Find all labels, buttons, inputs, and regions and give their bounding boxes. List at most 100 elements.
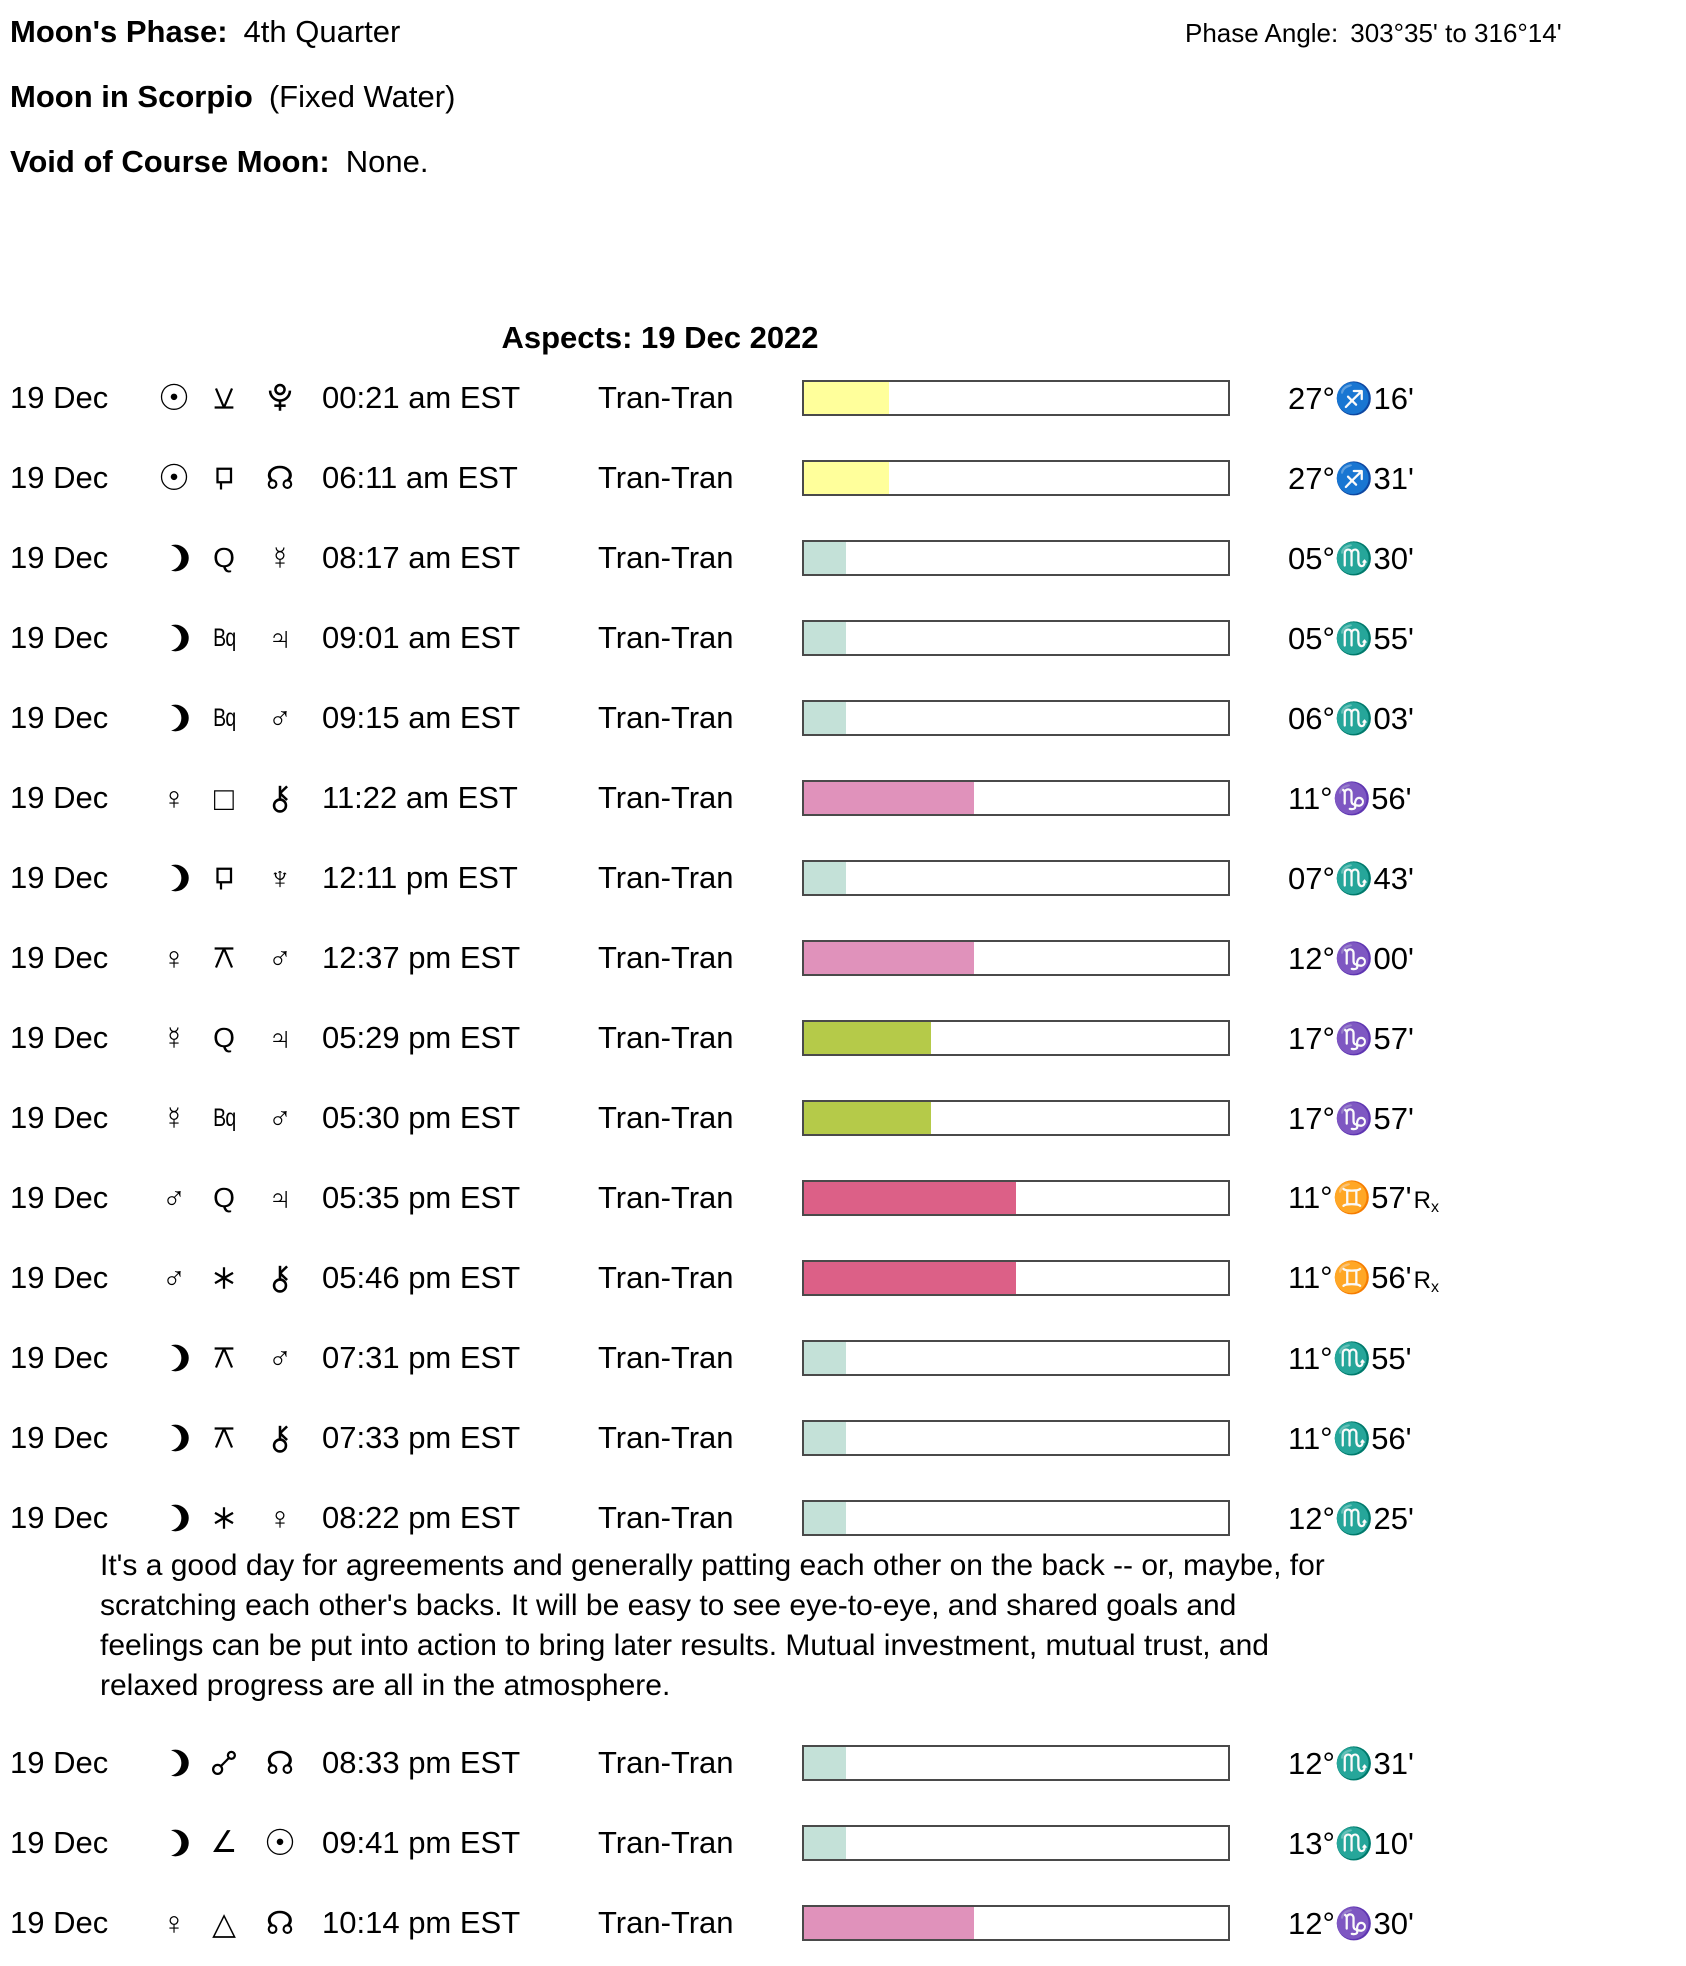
opposition-icon	[196, 1739, 252, 1787]
aspect-type: Tran-Tran	[598, 540, 734, 575]
position-minutes: 55'	[1371, 1340, 1412, 1376]
position-minutes: 30'	[1373, 540, 1414, 576]
aspect-time: 12:37 pm EST	[322, 940, 521, 975]
position-degrees: 05°	[1288, 620, 1335, 656]
aspect-position: 12°♏25'	[1288, 1500, 1414, 1537]
zodiac-sign-icon: ♏	[1334, 540, 1374, 576]
aspects-list: 19 Dec ☉ 00:21 am EST Tran-Tran 27°♐16' 19 De…	[0, 358, 1686, 1963]
aspect-position: 07°♏43'	[1288, 860, 1414, 897]
moon-icon	[152, 1739, 196, 1787]
aspect-position: 11°♏56'	[1288, 1420, 1412, 1457]
aspect-time: 06:11 am EST	[322, 460, 518, 495]
venus-glyph: ♀	[162, 940, 186, 976]
position-degrees: 12°	[1288, 940, 1335, 976]
position-minutes: 56'	[1371, 1260, 1412, 1295]
aspect-date: 19 Dec	[10, 1745, 109, 1780]
biquintile-icon: Bq	[196, 614, 252, 662]
zodiac-sign-icon: ♑	[1332, 780, 1372, 816]
page-header: Moon's Phase: 4th Quarter Moon in Scorpio…	[0, 0, 1686, 180]
venus-glyph: ♀	[268, 1500, 292, 1536]
position-minutes: 25'	[1373, 1500, 1414, 1536]
aspect-time: 09:01 am EST	[322, 620, 521, 655]
sun-glyph: ☉	[157, 377, 191, 418]
moons-phase-line: Moon's Phase: 4th Quarter	[10, 14, 1686, 50]
biquintile-glyph: Bq	[212, 703, 236, 732]
venus-glyph: ♀	[162, 780, 186, 816]
orb-progress-fill	[804, 462, 889, 494]
aspect-type: Tran-Tran	[598, 1905, 734, 1940]
aspect-type: Tran-Tran	[598, 380, 734, 415]
north-node-icon: ☊	[252, 1899, 308, 1947]
venus-glyph: ♀	[162, 1905, 186, 1941]
orb-progress-bar	[802, 780, 1230, 816]
orb-progress-bar	[802, 940, 1230, 976]
orb-progress-fill	[804, 1342, 847, 1374]
moon-icon	[152, 1819, 196, 1867]
phase-angle-value: 303°35' to 316°14'	[1350, 18, 1562, 48]
orb-progress-fill	[804, 622, 847, 654]
zodiac-sign-icon: ♊	[1332, 1260, 1372, 1295]
aspect-date: 19 Dec	[10, 1500, 109, 1535]
aspect-date: 19 Dec	[10, 460, 109, 495]
zodiac-sign-icon: ♑	[1334, 1100, 1374, 1136]
moon-in-line: Moon in Scorpio (Fixed Water)	[10, 79, 1686, 115]
orb-progress-fill	[804, 702, 847, 734]
position-minutes: 43'	[1373, 860, 1414, 896]
aspect-row: 19 Dec ☿ Q ♃ 05:29 pm EST Tran-Tran 17°♑57'	[0, 998, 1686, 1078]
mars-glyph: ♂	[268, 1100, 292, 1136]
orb-progress-bar	[802, 860, 1230, 896]
aspect-row: 19 Dec ☉ 00:21 am EST Tran-Tran 27°♐16'	[0, 358, 1686, 438]
quincunx-icon	[196, 934, 252, 982]
neptune-glyph: ♆	[268, 860, 292, 896]
moon-icon	[152, 854, 196, 902]
aspect-position: 11°♏55'	[1288, 1340, 1412, 1377]
orb-progress-bar	[802, 1420, 1230, 1456]
position-degrees: 11°	[1288, 1420, 1333, 1456]
mars-icon: ♂	[152, 1254, 196, 1302]
aspect-date: 19 Dec	[10, 1825, 109, 1860]
north-node-glyph: ☊	[265, 460, 295, 496]
quincunx-icon	[196, 1334, 252, 1382]
zodiac-sign-icon: ♏	[1334, 700, 1374, 736]
aspect-time: 11:22 am EST	[322, 780, 518, 815]
square-icon: □	[196, 774, 252, 822]
position-degrees: 11°	[1288, 1180, 1333, 1215]
aspect-row: 19 Dec Q ☿ 08:17 am EST Tran-Tran 05°♏30'	[0, 518, 1686, 598]
interpretation-text: It's a good day for agreements and gener…	[100, 1549, 1325, 1702]
aspect-position: 27°♐16'	[1288, 380, 1414, 417]
orb-progress-bar	[802, 1500, 1230, 1536]
mercury-glyph: ☿	[162, 1100, 186, 1136]
aspect-date: 19 Dec	[10, 1260, 109, 1295]
jupiter-glyph: ♃	[268, 1020, 292, 1056]
semisquare-glyph: ∠	[210, 1826, 238, 1859]
position-degrees: 27°	[1288, 380, 1335, 416]
sun-icon: ☉	[252, 1819, 308, 1867]
orb-progress-bar	[802, 540, 1230, 576]
aspect-time: 08:22 pm EST	[322, 1500, 521, 1535]
void-of-course-label: Void of Course Moon:	[10, 144, 330, 179]
semisextile-icon	[196, 374, 252, 422]
aspect-row: 19 Dec ♀ ♂ 12:37 pm EST Tran-Tran 12°♑00'	[0, 918, 1686, 998]
zodiac-sign-icon: ♑	[1334, 940, 1374, 976]
position-degrees: 27°	[1288, 460, 1335, 496]
moons-phase-value: 4th Quarter	[243, 14, 401, 49]
sextile-icon	[196, 1254, 252, 1302]
aspect-position: 17°♑57'	[1288, 1100, 1414, 1137]
void-of-course-line: Void of Course Moon: None.	[10, 144, 1686, 180]
position-minutes: 10'	[1373, 1825, 1414, 1861]
orb-progress-bar	[802, 620, 1230, 656]
orb-progress-bar	[802, 1180, 1230, 1216]
mars-icon: ♂	[252, 1094, 308, 1142]
aspect-type: Tran-Tran	[598, 860, 734, 895]
sun-glyph: ☉	[157, 457, 191, 498]
position-minutes: 56'	[1371, 1420, 1412, 1456]
north-node-glyph: ☊	[265, 1745, 295, 1781]
orb-progress-fill	[804, 1827, 847, 1859]
aspect-time: 05:29 pm EST	[322, 1020, 521, 1055]
aspect-date: 19 Dec	[10, 380, 109, 415]
orb-progress-bar	[802, 700, 1230, 736]
zodiac-sign-icon: ♑	[1334, 1905, 1374, 1941]
orb-progress-fill	[804, 1102, 932, 1134]
moon-icon	[152, 1334, 196, 1382]
aspect-type: Tran-Tran	[598, 1825, 734, 1860]
